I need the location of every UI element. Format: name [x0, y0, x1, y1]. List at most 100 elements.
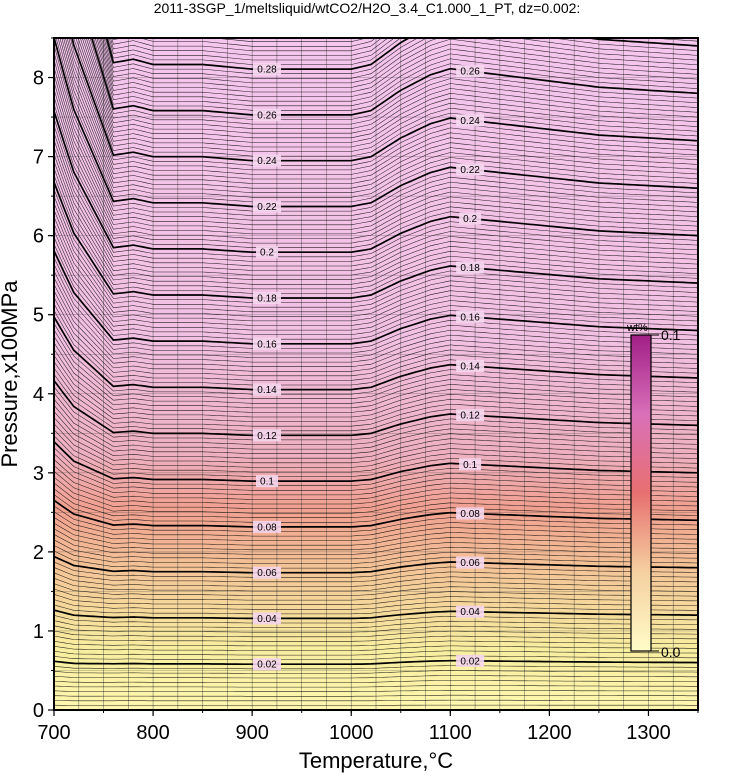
contour-minor: [54, 550, 698, 569]
contour-major: [54, 380, 698, 437]
contour-minor: [54, 599, 698, 610]
contour-label-bg: [456, 605, 485, 618]
contour-label-bg: [456, 654, 485, 667]
contour-minor: [54, 594, 698, 605]
contour-minor: [54, 195, 698, 308]
contour-minor: [54, 125, 698, 262]
contour-label-left: 0.14: [257, 385, 277, 396]
contour-minor: [54, 189, 698, 303]
contour-label-right: 0.02: [460, 656, 480, 667]
y-tick-label: 3: [33, 463, 44, 485]
contour-minor: [54, 310, 698, 386]
contour-minor: [54, 572, 698, 587]
contour-label-bg: [456, 310, 485, 323]
colorbar-gradient: [630, 334, 652, 652]
contour-minor: [54, 435, 698, 477]
contour-label-left: 0.28: [257, 65, 277, 76]
contour-minor: [54, 517, 698, 541]
contour-minor: [54, 284, 698, 367]
contour-minor: [79, 38, 698, 143]
contour-minor: [211, 38, 368, 42]
contour-minor: [54, 223, 698, 326]
contour-minor: [54, 465, 698, 500]
contour-label-right: 0.04: [460, 607, 480, 618]
contour-minor: [99, 38, 698, 93]
colorbar-unit: wt%: [626, 322, 648, 334]
contour-major: [71, 38, 698, 162]
contour-minor: [54, 59, 698, 221]
colorbar: wt% 0.1 0.0: [626, 322, 681, 660]
colorbar-min-label: 0.0: [661, 644, 681, 660]
x-tick-label: 1100: [429, 722, 472, 744]
contour-minor: [54, 476, 698, 509]
contour-label-left: 0.16: [257, 339, 277, 350]
contour-minor: [77, 38, 698, 148]
contour-minor: [55, 38, 698, 203]
grid-lines: [54, 38, 698, 710]
y-tick-label: 4: [33, 384, 44, 406]
contour-minor: [87, 38, 698, 125]
contour-minor: [54, 645, 698, 651]
contour-minor: [54, 685, 698, 688]
contour-minor: [54, 89, 698, 239]
contour-minor: [100, 38, 698, 88]
contour-label-left: 0.12: [257, 431, 277, 442]
contour-label-bg: [456, 507, 485, 520]
y-tick-label: 6: [33, 226, 44, 248]
contour-label-bg: [456, 359, 485, 372]
contour-label-bg: [253, 108, 282, 121]
contour-minor: [54, 139, 698, 271]
contour-label-bg: [253, 63, 282, 76]
contour-label-right: 0.24: [460, 116, 480, 127]
contour-major: [54, 659, 698, 666]
contour-label-right: 0.22: [460, 165, 480, 176]
contour-minor: [54, 588, 698, 601]
contour-label-right: 0.12: [460, 411, 480, 422]
contour-minor: [81, 38, 698, 139]
contour-minor: [54, 374, 698, 432]
contour-minor: [54, 81, 698, 235]
contour-minor: [54, 297, 698, 377]
contour-minor: [54, 399, 698, 450]
contour-minor: [54, 323, 698, 395]
contour-minor: [54, 216, 698, 322]
y-tick-label: 8: [33, 68, 44, 90]
contour-minor: [54, 336, 698, 404]
contour-major: [54, 250, 698, 345]
contour-minor: [107, 38, 698, 65]
contour-minor: [54, 132, 698, 267]
contour-minor: [54, 690, 698, 692]
contour-minor: [96, 38, 698, 102]
contour-label-right: 0.18: [460, 263, 480, 274]
x-tick-label: 1300: [626, 722, 671, 744]
contour-label-bg: [456, 556, 485, 569]
contour-label-bg: [253, 520, 282, 533]
contour-label-left: 0.1: [260, 477, 274, 488]
contour-minor: [54, 0, 698, 10]
contour-minor: [54, 67, 698, 226]
contour-minor: [102, 38, 698, 84]
contour-minor: [54, 392, 698, 445]
contour-minor: [54, 583, 698, 596]
contour-minor: [54, 675, 698, 679]
contour-minor: [63, 38, 698, 184]
contour-minor: [54, 386, 698, 441]
contour-minor: [54, 429, 698, 473]
contour-minor: [54, 74, 698, 230]
x-tick-label: 1000: [329, 722, 374, 744]
contour-minor: [54, 168, 698, 290]
contour-minor: [93, 38, 698, 111]
contour-labels: 0.02 0.04 0.06 0.08 0.1 0.12 0.14 0.16 0.18 0.2 0.…: [253, 63, 485, 671]
contour-minor: [54, 264, 698, 354]
contour-minor: [54, 0, 698, 14]
contour-label-bg: [253, 200, 282, 213]
contour-label-right: 0.08: [460, 509, 480, 520]
contour-label-bg: [456, 114, 485, 127]
contour-minor: [54, 650, 698, 656]
contour-minor: [54, 665, 698, 670]
contour-minor: [54, 202, 698, 313]
contour-minor: [54, 567, 698, 583]
contour-minor: [54, 545, 698, 564]
contour-label-right: 0.06: [460, 558, 480, 569]
